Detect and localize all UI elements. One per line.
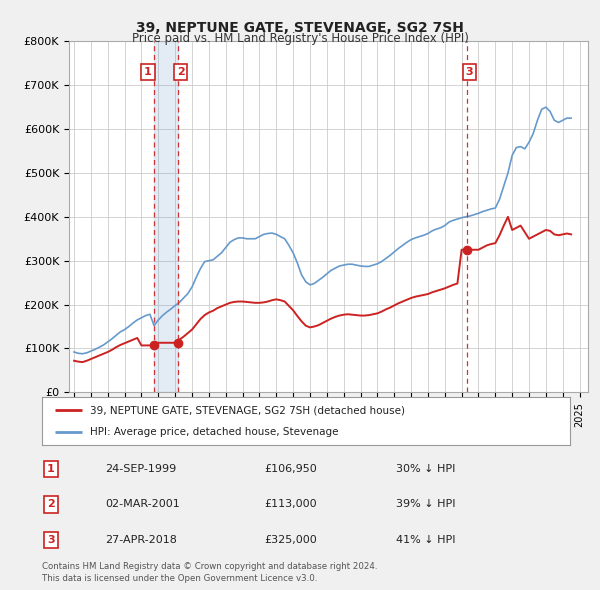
Text: 1: 1 <box>47 464 55 474</box>
Text: 41% ↓ HPI: 41% ↓ HPI <box>396 535 455 545</box>
Text: 02-MAR-2001: 02-MAR-2001 <box>105 500 180 509</box>
Text: 30% ↓ HPI: 30% ↓ HPI <box>396 464 455 474</box>
Text: 2: 2 <box>176 67 184 77</box>
Text: 1: 1 <box>144 67 152 77</box>
Text: Contains HM Land Registry data © Crown copyright and database right 2024.
This d: Contains HM Land Registry data © Crown c… <box>42 562 377 583</box>
Text: 39, NEPTUNE GATE, STEVENAGE, SG2 7SH: 39, NEPTUNE GATE, STEVENAGE, SG2 7SH <box>136 21 464 35</box>
Text: 3: 3 <box>466 67 473 77</box>
Text: 24-SEP-1999: 24-SEP-1999 <box>105 464 176 474</box>
Bar <box>154 41 178 392</box>
Text: £325,000: £325,000 <box>264 535 317 545</box>
Text: 3: 3 <box>47 535 55 545</box>
Text: £106,950: £106,950 <box>264 464 317 474</box>
Text: 2: 2 <box>47 500 55 509</box>
Text: £113,000: £113,000 <box>264 500 317 509</box>
Text: 27-APR-2018: 27-APR-2018 <box>105 535 177 545</box>
Text: 39, NEPTUNE GATE, STEVENAGE, SG2 7SH (detached house): 39, NEPTUNE GATE, STEVENAGE, SG2 7SH (de… <box>89 405 404 415</box>
Text: HPI: Average price, detached house, Stevenage: HPI: Average price, detached house, Stev… <box>89 427 338 437</box>
Text: 39% ↓ HPI: 39% ↓ HPI <box>396 500 455 509</box>
Text: Price paid vs. HM Land Registry's House Price Index (HPI): Price paid vs. HM Land Registry's House … <box>131 32 469 45</box>
